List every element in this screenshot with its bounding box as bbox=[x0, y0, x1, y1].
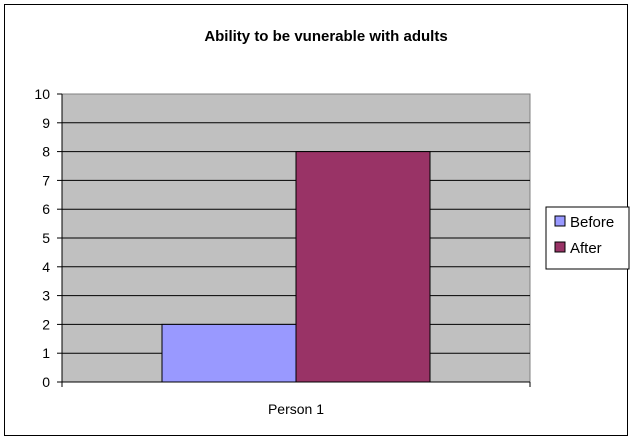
y-tick-label: 8 bbox=[42, 144, 50, 160]
y-tick-label: 6 bbox=[42, 201, 50, 217]
bars bbox=[161, 151, 431, 383]
y-tick-label: 5 bbox=[42, 230, 50, 246]
y-tick-label: 0 bbox=[42, 374, 50, 390]
y-tick-label: 1 bbox=[42, 345, 50, 361]
y-tick-label: 9 bbox=[42, 115, 50, 131]
legend: Before After bbox=[545, 206, 630, 270]
x-tick-label: Person 1 bbox=[268, 401, 324, 417]
y-tick-label: 10 bbox=[34, 86, 50, 102]
legend-box bbox=[545, 206, 630, 270]
legend-swatch-after bbox=[554, 241, 566, 253]
y-axis-ticks: 0 1 2 3 4 5 6 7 8 9 10 bbox=[34, 86, 62, 390]
bar-after bbox=[295, 151, 431, 383]
x-axis-ticks: Person 1 bbox=[61, 382, 531, 417]
chart-title: Ability to be vunerable with adults bbox=[204, 28, 447, 45]
bar-before bbox=[161, 323, 297, 383]
legend-label-before: Before bbox=[570, 214, 614, 231]
y-tick-label: 7 bbox=[42, 172, 50, 188]
legend-label-after: After bbox=[570, 240, 602, 257]
y-tick-label: 3 bbox=[42, 288, 50, 304]
y-tick-label: 2 bbox=[42, 316, 50, 332]
legend-swatch-before bbox=[554, 215, 566, 227]
y-tick-label: 4 bbox=[42, 259, 50, 275]
